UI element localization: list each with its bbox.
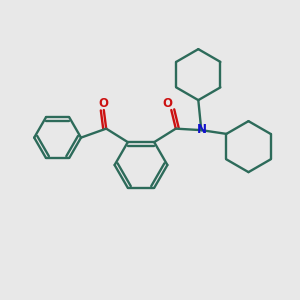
Text: O: O <box>163 97 173 110</box>
Text: O: O <box>99 97 109 110</box>
Text: N: N <box>197 123 207 136</box>
